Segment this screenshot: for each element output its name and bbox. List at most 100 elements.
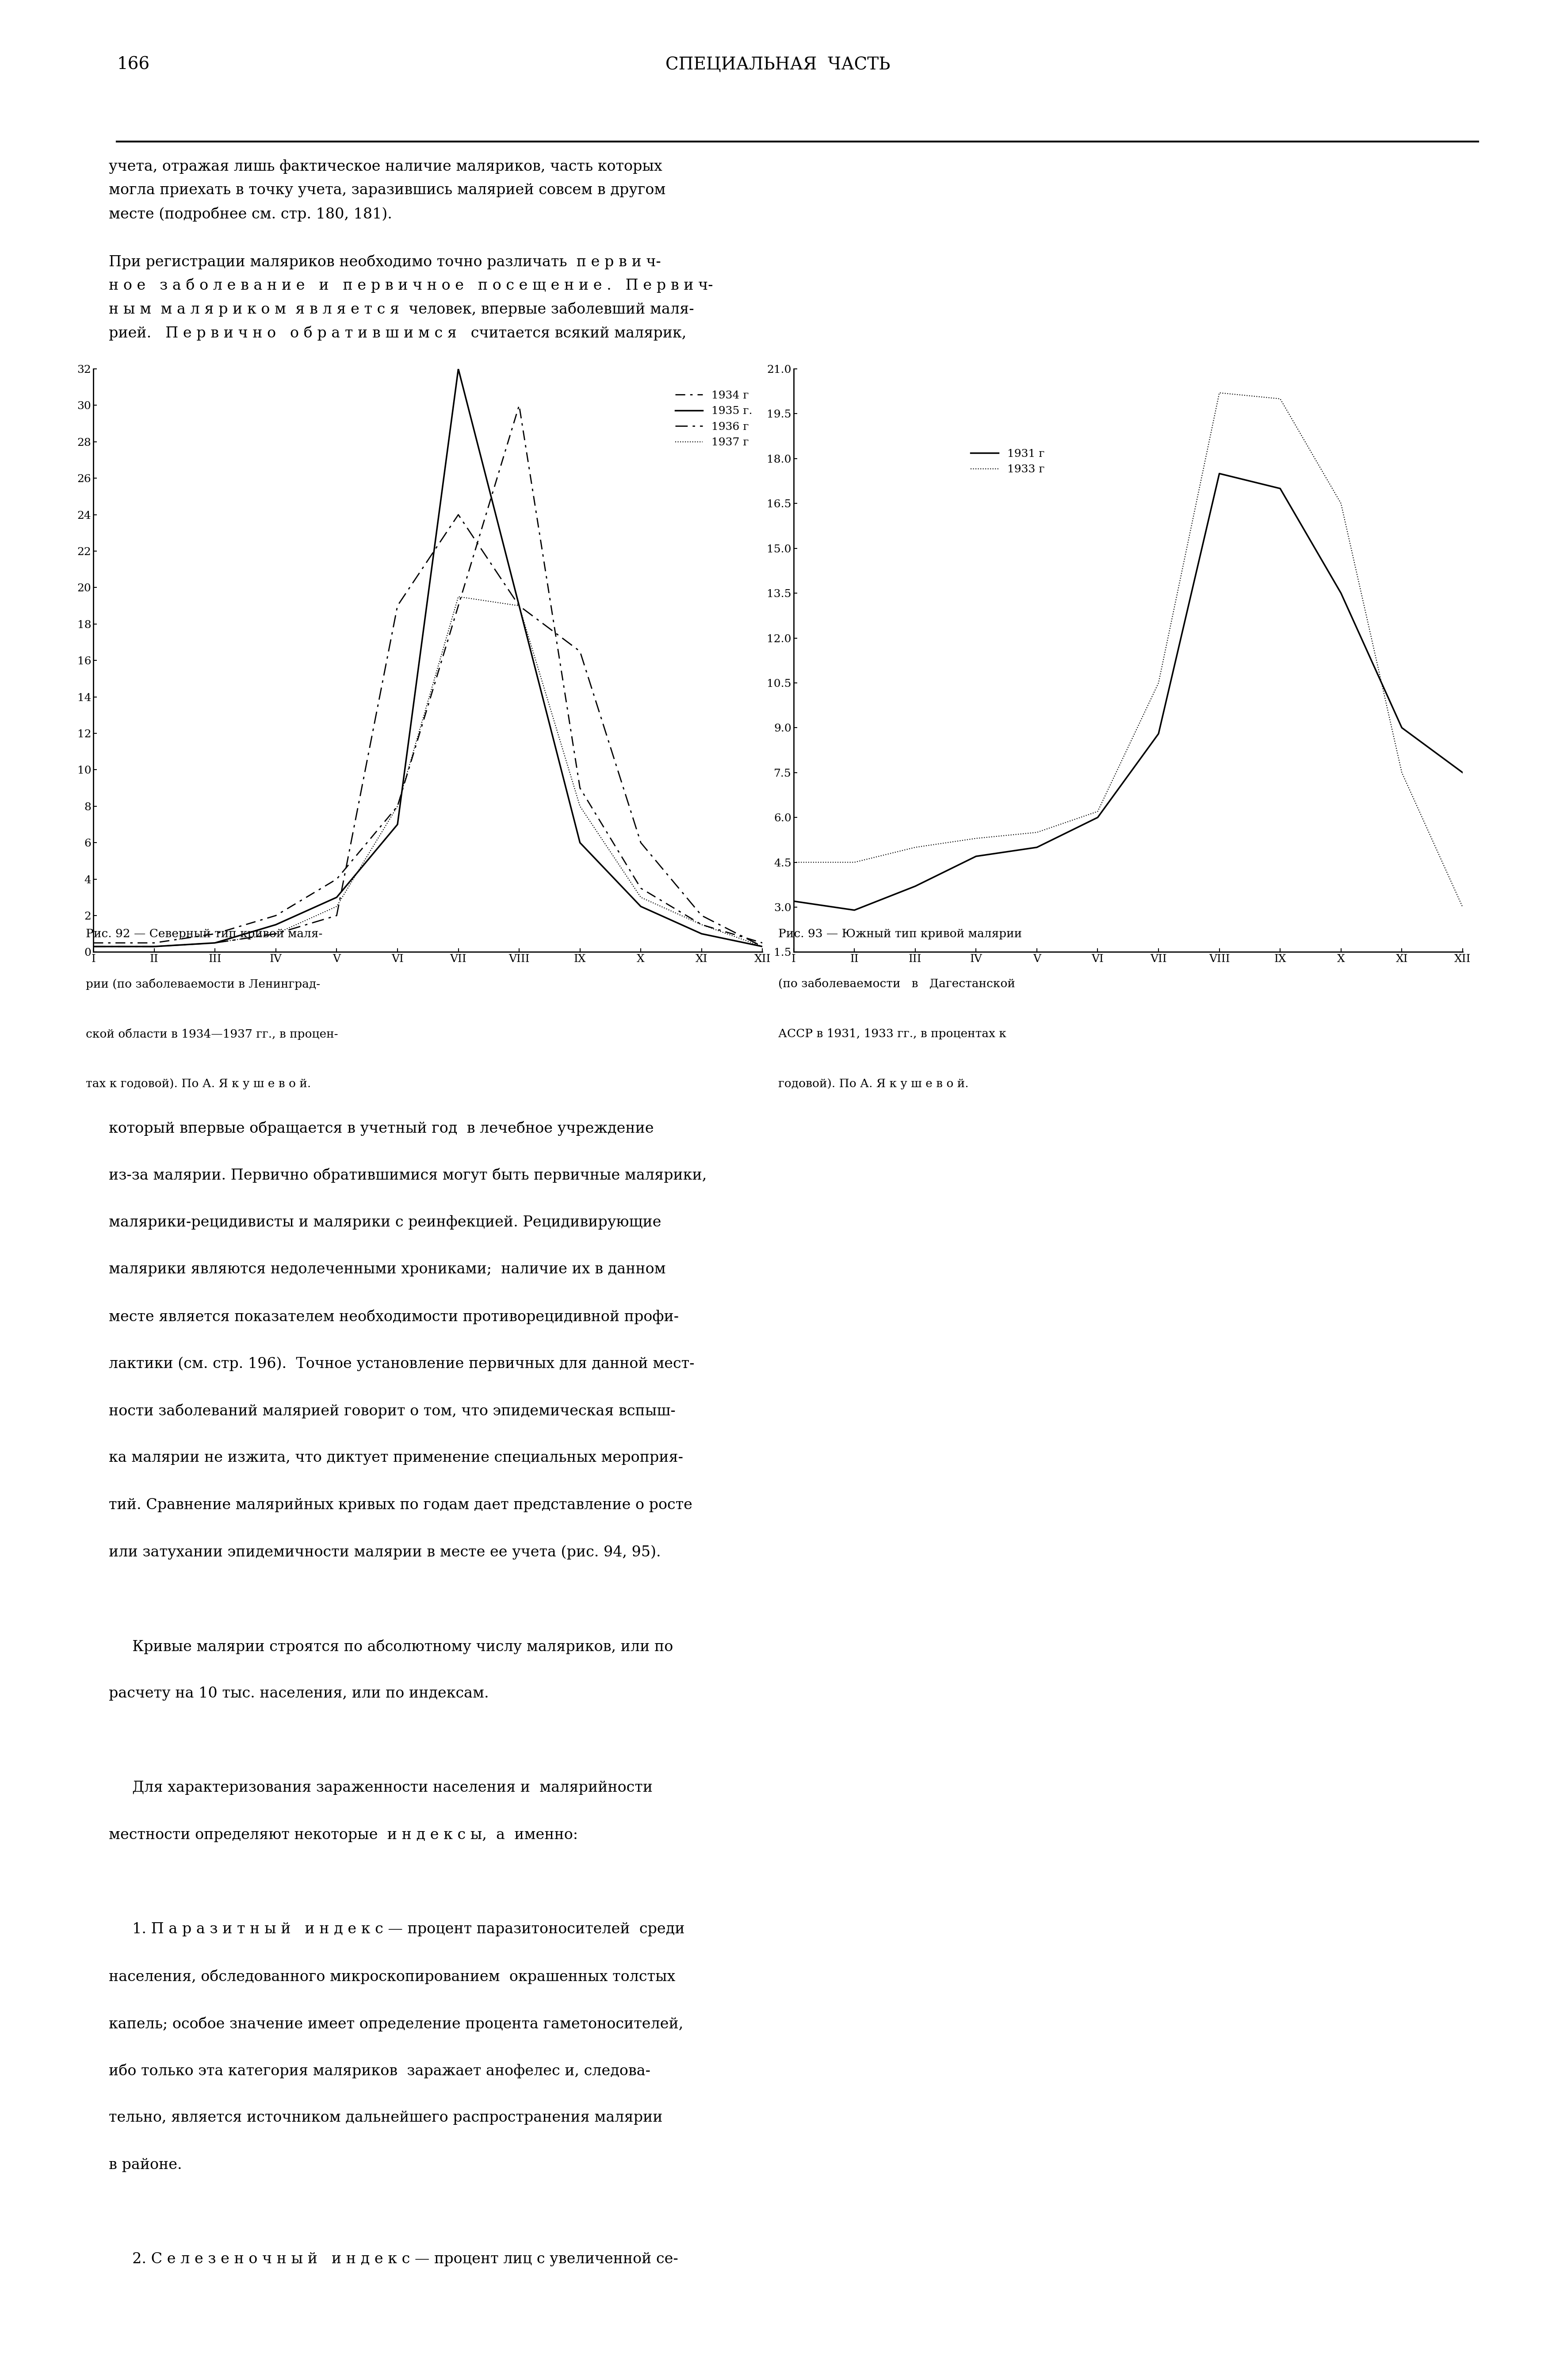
Text: 2. С е л е з е н о ч н ы й   и н д е к с — процент лиц с увеличенной се-: 2. С е л е з е н о ч н ы й и н д е к с —… bbox=[109, 2251, 678, 2266]
1937 г bbox=[692, 912, 711, 940]
Text: Рис. 92 — Северный тип кривой маля-: Рис. 92 — Северный тип кривой маля- bbox=[86, 928, 322, 940]
Line: 1935 г.: 1935 г. bbox=[93, 369, 762, 947]
Text: Рис. 93 — Южный тип кривой малярии: Рис. 93 — Южный тип кривой малярии bbox=[778, 928, 1022, 940]
1934 г bbox=[632, 873, 650, 902]
Text: населения, обследованного микроскопированием  окрашенных толстых: населения, обследованного микроскопирова… bbox=[109, 1968, 675, 1985]
1937 г bbox=[387, 793, 406, 821]
1934 г bbox=[692, 912, 711, 940]
Text: тельно, является источником дальнейшего распространения малярии: тельно, является источником дальнейшего … bbox=[109, 2111, 663, 2125]
Text: рией.   П е р в и ч н о   о б р а т и в ш и м с я   считается всякий малярик,: рией. П е р в и ч н о о б р а т и в ш и … bbox=[109, 326, 686, 340]
[3.2, 2.9, 3.7, 4.7, 5.0, 6.0, 8.8, 17.5, 17.0, 13.5, 9.0, 7.5] bbox=[1088, 802, 1106, 831]
1936 г bbox=[692, 902, 711, 931]
1935 г. bbox=[450, 355, 468, 383]
1934 г bbox=[571, 774, 590, 802]
1937 г bbox=[753, 933, 772, 962]
Text: месте (подробнее см. стр. 180, 181).: месте (подробнее см. стр. 180, 181). bbox=[109, 207, 392, 221]
Text: который впервые обращается в учетный год  в лечебное учреждение: который впервые обращается в учетный год… bbox=[109, 1121, 654, 1135]
1935 г. bbox=[571, 828, 590, 857]
1936 г bbox=[327, 902, 345, 931]
Line: 1934 г: 1934 г bbox=[93, 405, 762, 942]
1936 г bbox=[205, 928, 224, 957]
Line: 1937 г: 1937 г bbox=[93, 597, 762, 947]
1936 г bbox=[510, 593, 529, 621]
[3.2, 2.9, 3.7, 4.7, 5.0, 6.0, 8.8, 17.5, 17.0, 13.5, 9.0, 7.5] bbox=[845, 895, 864, 923]
1935 г. bbox=[327, 883, 345, 912]
1937 г bbox=[632, 883, 650, 912]
Text: из-за малярии. Первично обратившимися могут быть первичные малярики,: из-за малярии. Первично обратившимися мо… bbox=[109, 1169, 706, 1183]
Text: 1. П а р а з и т н ы й   и н д е к с — процент паразитоносителей  среди: 1. П а р а з и т н ы й и н д е к с — про… bbox=[109, 1923, 685, 1937]
Legend: 1931 г, 1933 г: 1931 г, 1933 г bbox=[966, 445, 1049, 478]
1935 г. bbox=[205, 928, 224, 957]
Text: месте является показателем необходимости противорецидивной профи-: месте является показателем необходимости… bbox=[109, 1309, 678, 1323]
[4.5, 4.5, 5.0, 5.3, 5.5, 6.2, 10.5, 20.2, 20.0, 16.5, 7.5, 3.0] bbox=[1453, 892, 1472, 921]
Text: н о е   з а б о л е в а н и е   и   п е р в и ч н о е   п о с е щ е н и е .   П : н о е з а б о л е в а н и е и п е р в и … bbox=[109, 278, 713, 293]
Line: 1936 г: 1936 г bbox=[93, 514, 762, 947]
1935 г. bbox=[387, 809, 406, 838]
Line: [4.5, 4.5, 5.0, 5.3, 5.5, 6.2, 10.5, 20.2, 20.0, 16.5, 7.5, 3.0]: [4.5, 4.5, 5.0, 5.3, 5.5, 6.2, 10.5, 20.… bbox=[794, 393, 1463, 907]
1937 г bbox=[205, 928, 224, 957]
[3.2, 2.9, 3.7, 4.7, 5.0, 6.0, 8.8, 17.5, 17.0, 13.5, 9.0, 7.5] bbox=[1271, 474, 1290, 502]
[3.2, 2.9, 3.7, 4.7, 5.0, 6.0, 8.8, 17.5, 17.0, 13.5, 9.0, 7.5] bbox=[784, 888, 803, 916]
1935 г. bbox=[632, 892, 650, 921]
1936 г bbox=[387, 593, 406, 621]
1937 г bbox=[145, 933, 163, 962]
1934 г bbox=[327, 864, 345, 892]
1936 г bbox=[571, 638, 590, 666]
Text: могла приехать в точку учета, заразившись малярией совсем в другом: могла приехать в точку учета, заразившис… bbox=[109, 183, 666, 198]
Line: [3.2, 2.9, 3.7, 4.7, 5.0, 6.0, 8.8, 17.5, 17.0, 13.5, 9.0, 7.5]: [3.2, 2.9, 3.7, 4.7, 5.0, 6.0, 8.8, 17.5… bbox=[794, 474, 1463, 909]
[3.2, 2.9, 3.7, 4.7, 5.0, 6.0, 8.8, 17.5, 17.0, 13.5, 9.0, 7.5] bbox=[966, 843, 985, 871]
[4.5, 4.5, 5.0, 5.3, 5.5, 6.2, 10.5, 20.2, 20.0, 16.5, 7.5, 3.0] bbox=[784, 847, 803, 876]
Text: ской области в 1934—1937 гг., в процен-: ской области в 1934—1937 гг., в процен- bbox=[86, 1028, 338, 1040]
[4.5, 4.5, 5.0, 5.3, 5.5, 6.2, 10.5, 20.2, 20.0, 16.5, 7.5, 3.0] bbox=[1150, 669, 1169, 697]
[3.2, 2.9, 3.7, 4.7, 5.0, 6.0, 8.8, 17.5, 17.0, 13.5, 9.0, 7.5] bbox=[1393, 714, 1411, 743]
1934 г bbox=[205, 919, 224, 947]
Text: рии (по заболеваемости в Ленинград-: рии (по заболеваемости в Ленинград- bbox=[86, 978, 321, 990]
1935 г. bbox=[510, 593, 529, 621]
Legend: 1934 г, 1935 г., 1936 г, 1937 г: 1934 г, 1935 г., 1936 г, 1937 г bbox=[671, 386, 756, 452]
[3.2, 2.9, 3.7, 4.7, 5.0, 6.0, 8.8, 17.5, 17.0, 13.5, 9.0, 7.5] bbox=[1150, 719, 1169, 747]
Text: Кривые малярии строятся по абсолютному числу маляриков, или по: Кривые малярии строятся по абсолютному ч… bbox=[109, 1640, 674, 1654]
1937 г bbox=[510, 593, 529, 621]
[3.2, 2.9, 3.7, 4.7, 5.0, 6.0, 8.8, 17.5, 17.0, 13.5, 9.0, 7.5] bbox=[1453, 759, 1472, 788]
[4.5, 4.5, 5.0, 5.3, 5.5, 6.2, 10.5, 20.2, 20.0, 16.5, 7.5, 3.0] bbox=[1271, 386, 1290, 414]
1934 г bbox=[387, 793, 406, 821]
Text: капель; особое значение имеет определение процента гаметоносителей,: капель; особое значение имеет определени… bbox=[109, 2016, 683, 2033]
1937 г bbox=[571, 793, 590, 821]
[4.5, 4.5, 5.0, 5.3, 5.5, 6.2, 10.5, 20.2, 20.0, 16.5, 7.5, 3.0] bbox=[966, 823, 985, 852]
Text: или затухании эпидемичности малярии в месте ее учета (рис. 94, 95).: или затухании эпидемичности малярии в ме… bbox=[109, 1545, 661, 1559]
Text: малярики-рецидивисты и малярики с реинфекцией. Рецидивирующие: малярики-рецидивисты и малярики с реинфе… bbox=[109, 1216, 661, 1230]
1937 г bbox=[327, 892, 345, 921]
1934 г bbox=[145, 928, 163, 957]
1935 г. bbox=[753, 933, 772, 962]
1934 г bbox=[84, 928, 103, 957]
1936 г bbox=[753, 933, 772, 962]
1935 г. bbox=[692, 919, 711, 947]
Text: малярики являются недолеченными хрониками;  наличие их в данном: малярики являются недолеченными хроникам… bbox=[109, 1261, 666, 1276]
Text: тий. Сравнение малярийных кривых по годам дает представление о росте: тий. Сравнение малярийных кривых по года… bbox=[109, 1497, 692, 1511]
[4.5, 4.5, 5.0, 5.3, 5.5, 6.2, 10.5, 20.2, 20.0, 16.5, 7.5, 3.0] bbox=[845, 847, 864, 876]
Text: тах к годовой). По А. Я к у ш е в о й.: тах к годовой). По А. Я к у ш е в о й. bbox=[86, 1078, 311, 1090]
1936 г bbox=[145, 933, 163, 962]
Text: годовой). По А. Я к у ш е в о й.: годовой). По А. Я к у ш е в о й. bbox=[778, 1078, 968, 1090]
Text: местности определяют некоторые  и н д е к с ы,  а  именно:: местности определяют некоторые и н д е к… bbox=[109, 1828, 579, 1842]
1934 г bbox=[266, 902, 285, 931]
Text: н ы м  м а л я р и к о м  я в л я е т с я  человек, впервые заболевший маля-: н ы м м а л я р и к о м я в л я е т с я … bbox=[109, 302, 694, 317]
Text: При регистрации маляриков необходимо точно различать  п е р в и ч-: При регистрации маляриков необходимо точ… bbox=[109, 255, 661, 269]
1935 г. bbox=[84, 933, 103, 962]
1937 г bbox=[266, 919, 285, 947]
1936 г bbox=[450, 500, 468, 528]
1936 г bbox=[266, 919, 285, 947]
[3.2, 2.9, 3.7, 4.7, 5.0, 6.0, 8.8, 17.5, 17.0, 13.5, 9.0, 7.5] bbox=[1027, 833, 1046, 862]
[4.5, 4.5, 5.0, 5.3, 5.5, 6.2, 10.5, 20.2, 20.0, 16.5, 7.5, 3.0] bbox=[906, 833, 924, 862]
1936 г bbox=[84, 933, 103, 962]
[4.5, 4.5, 5.0, 5.3, 5.5, 6.2, 10.5, 20.2, 20.0, 16.5, 7.5, 3.0] bbox=[1211, 378, 1229, 407]
Text: ка малярии не изжита, что диктует применение специальных мероприя-: ка малярии не изжита, что диктует примен… bbox=[109, 1452, 683, 1466]
1937 г bbox=[84, 933, 103, 962]
1937 г bbox=[450, 583, 468, 612]
Text: ибо только эта категория маляриков  заражает анофелес и, следова-: ибо только эта категория маляриков зараж… bbox=[109, 2063, 650, 2078]
[4.5, 4.5, 5.0, 5.3, 5.5, 6.2, 10.5, 20.2, 20.0, 16.5, 7.5, 3.0] bbox=[1027, 819, 1046, 847]
1935 г. bbox=[266, 912, 285, 940]
[3.2, 2.9, 3.7, 4.7, 5.0, 6.0, 8.8, 17.5, 17.0, 13.5, 9.0, 7.5] bbox=[1332, 578, 1351, 607]
Text: Для характеризования зараженности населения и  малярийности: Для характеризования зараженности населе… bbox=[109, 1780, 654, 1795]
Text: расчету на 10 тыс. населения, или по индексам.: расчету на 10 тыс. населения, или по инд… bbox=[109, 1687, 489, 1702]
